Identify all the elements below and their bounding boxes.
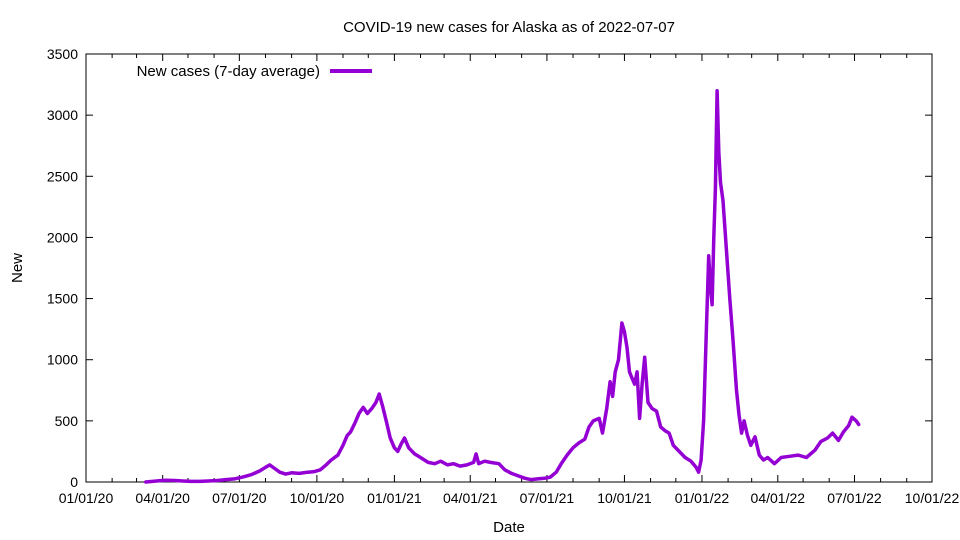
y-tick-label: 3000 <box>47 107 78 123</box>
legend: New cases (7-day average) <box>137 63 372 80</box>
x-tick-label: 10/01/21 <box>597 490 652 506</box>
x-tick-label: 01/01/22 <box>675 490 730 506</box>
y-axis-label: New <box>9 253 26 283</box>
x-tick-label: 01/01/21 <box>367 490 422 506</box>
y-tick-label: 2000 <box>47 229 78 245</box>
legend-label: New cases (7-day average) <box>137 63 320 80</box>
series-line <box>144 88 861 484</box>
y-axis: 0 500 1000 1500 2000 2500 3000 3500 <box>47 46 932 490</box>
x-tick-label: 10/01/22 <box>905 490 960 506</box>
x-tick-label: 04/01/20 <box>135 490 190 506</box>
y-tick-label: 1500 <box>47 291 78 307</box>
x-tick-label: 07/01/20 <box>212 490 267 506</box>
x-tick-label: 10/01/20 <box>290 490 345 506</box>
plot-frame <box>85 53 933 483</box>
y-tick-label: 0 <box>70 474 78 490</box>
y-tick-label: 500 <box>55 413 79 429</box>
x-axis-label: Date <box>493 519 525 536</box>
series-group <box>144 88 861 484</box>
y-tick-label: 2500 <box>47 168 78 184</box>
x-tick-label: 04/01/21 <box>443 490 498 506</box>
x-tick-label: 01/01/20 <box>59 490 114 506</box>
x-axis: 01/01/20 04/01/20 07/01/20 10/01/20 01/01/21… <box>59 54 960 506</box>
y-tick-label: 3500 <box>47 46 78 62</box>
y-tick-label: 1000 <box>47 352 78 368</box>
x-tick-label: 07/01/21 <box>520 490 575 506</box>
chart-title: COVID-19 new cases for Alaska as of 2022… <box>343 19 675 36</box>
x-tick-label: 04/01/22 <box>751 490 806 506</box>
x-tick-label: 07/01/22 <box>827 490 882 506</box>
